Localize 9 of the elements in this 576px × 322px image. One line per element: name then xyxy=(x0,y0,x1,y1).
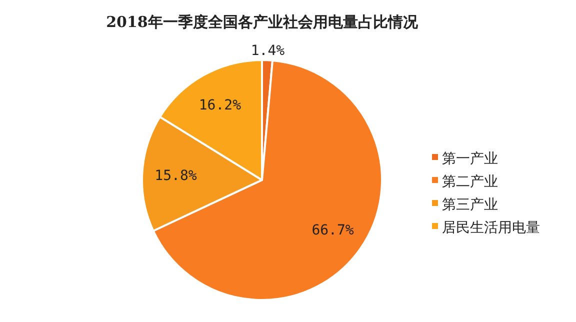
legend-label: 第三产业 xyxy=(442,197,498,213)
legend-label: 第二产业 xyxy=(442,174,498,190)
data-label: 15.8% xyxy=(154,168,198,184)
data-label: 66.7% xyxy=(312,222,354,239)
legend-label: 居民生活用电量 xyxy=(442,220,540,236)
legend-label: 第一产业 xyxy=(442,151,498,167)
data-label: 16.2% xyxy=(198,98,242,114)
chart-title: 2018年一季度全国各产业社会用电量占比情况 xyxy=(106,13,419,31)
data-label: 1.4% xyxy=(250,43,286,60)
